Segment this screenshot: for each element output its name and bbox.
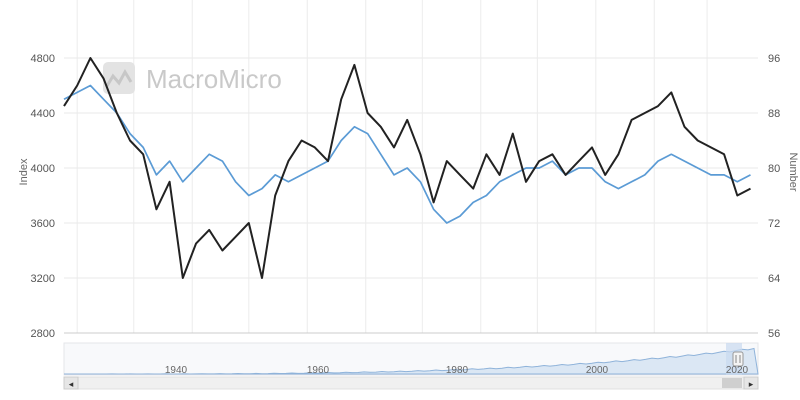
y-right-tick-label: 80: [768, 163, 780, 175]
y-axis-left: 4800 4400 4000 3600 3200 2800: [31, 53, 55, 340]
y-left-tick-label: 3200: [31, 273, 55, 285]
navigator-year-label: 1980: [446, 365, 469, 376]
arrow-right-icon[interactable]: ▸: [749, 379, 754, 389]
logo-mark: [105, 68, 133, 87]
navigator-series-area: [64, 347, 759, 375]
y-left-tick-label: 2800: [31, 328, 55, 340]
scroll-right-button[interactable]: [743, 376, 759, 390]
y-right-tick-label: 56: [768, 328, 780, 340]
series-line-index: [63, 57, 751, 279]
y-left-tick-label: 4800: [31, 53, 55, 65]
watermark: MacroMicro: [103, 62, 282, 94]
macromicro-logo: [103, 62, 135, 94]
arrow-left-icon[interactable]: ◂: [69, 379, 74, 389]
navigator-year-label: 1940: [165, 365, 188, 376]
scrollbar[interactable]: ◂ ▸: [63, 376, 759, 390]
watermark-text: MacroMicro: [146, 64, 282, 94]
navigator[interactable]: 1940 1960 1980 2000 2020: [63, 342, 759, 376]
series-line-number: [63, 84, 751, 224]
navigator-year-label: 2000: [586, 365, 609, 376]
y-left-tick-label: 4000: [31, 163, 55, 175]
y-left-tick-label: 4400: [31, 108, 55, 120]
y-right-tick-label: 88: [768, 108, 780, 120]
y-left-tick-label: 3600: [31, 218, 55, 230]
scroll-left-button[interactable]: [63, 376, 79, 390]
y-right-tick-label: 96: [768, 53, 780, 65]
scrollbar-track[interactable]: [63, 376, 759, 390]
y-axis-left-title: Index: [18, 158, 30, 185]
series-layer: [63, 57, 751, 279]
scrollbar-thumb[interactable]: [722, 378, 742, 388]
y-axis-right: 96 88 80 72 64 56: [768, 53, 780, 340]
navigator-year-label: 1960: [307, 365, 330, 376]
navigator-year-label: 2020: [726, 365, 749, 376]
y-axis-right-title: Number: [787, 152, 799, 191]
y-right-tick-label: 72: [768, 218, 780, 230]
navigator-handle[interactable]: [732, 351, 744, 367]
navigator-labels: 1940 1960 1980 2000 2020: [165, 365, 749, 376]
y-right-tick-label: 64: [768, 273, 780, 285]
